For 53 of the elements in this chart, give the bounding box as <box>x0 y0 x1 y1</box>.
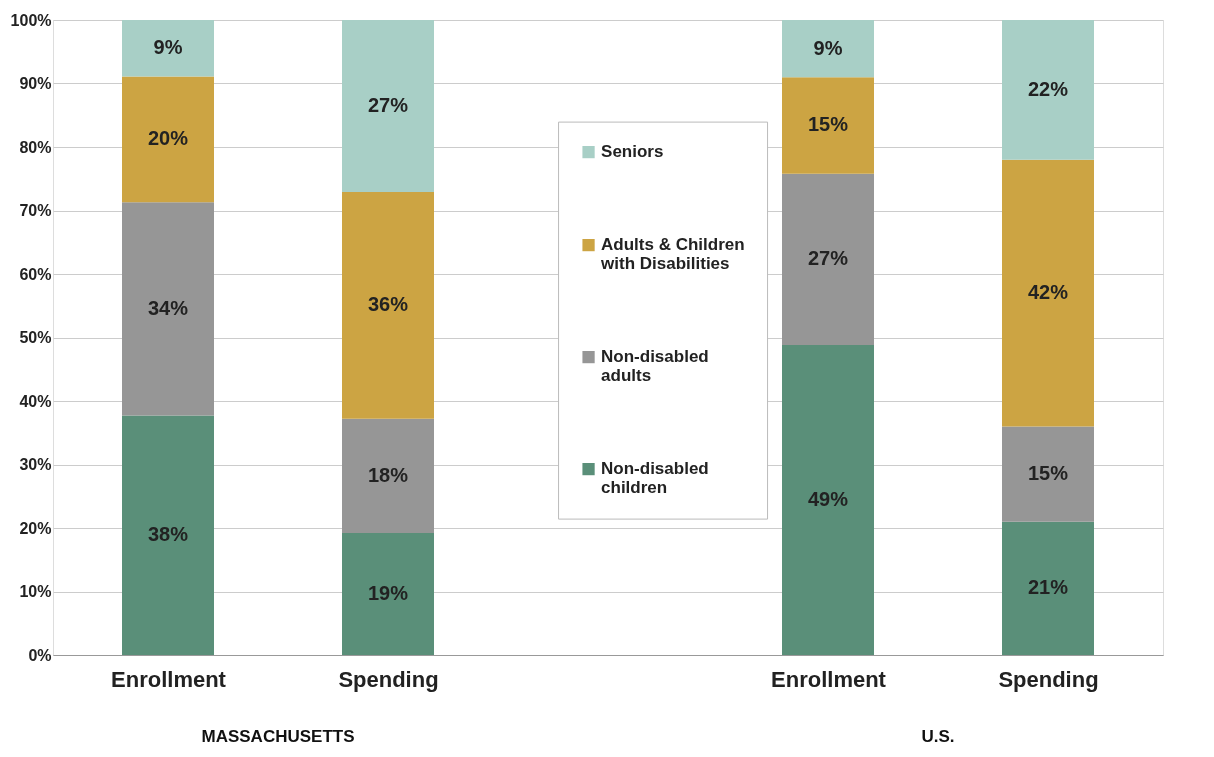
legend-label: Adults & Children with Disabilities <box>600 235 745 274</box>
bar <box>1002 426 1094 522</box>
y-tick-label: 20% <box>19 519 52 537</box>
y-tick-label: 40% <box>19 392 52 410</box>
data-label: 9% <box>813 36 843 59</box>
data-label: 38% <box>147 523 189 546</box>
x-tick-label: Spending <box>338 666 439 692</box>
x-tick-label: Enrollment <box>771 666 887 692</box>
bar <box>1002 159 1094 427</box>
bar <box>782 173 874 346</box>
data-label: 42% <box>1027 281 1069 304</box>
data-label: 15% <box>1027 462 1069 485</box>
data-label: 22% <box>1027 77 1069 100</box>
y-tick-label: 100% <box>10 11 52 29</box>
bar <box>782 345 874 655</box>
legend-label: Seniors <box>601 142 664 162</box>
bar <box>342 20 434 193</box>
bar <box>782 20 874 78</box>
data-label: 27% <box>807 247 849 270</box>
data-label: 49% <box>807 488 849 511</box>
x-tick-label: Spending <box>998 666 1099 692</box>
bar <box>122 76 214 203</box>
x-tick-label: Enrollment <box>111 666 227 692</box>
data-label: 15% <box>807 113 849 136</box>
y-tick-label: 10% <box>19 583 52 600</box>
data-label: 27% <box>367 94 409 117</box>
data-label: 9% <box>153 36 183 59</box>
y-tick-label: 80% <box>19 138 52 156</box>
data-label: 21% <box>1027 576 1069 599</box>
legend-label: Non-disabled children <box>601 459 709 498</box>
bar <box>342 533 434 655</box>
bar <box>122 202 214 416</box>
bar <box>122 20 214 77</box>
data-label: 19% <box>367 582 409 605</box>
bar <box>342 192 434 419</box>
bar <box>342 418 434 534</box>
bar <box>1002 521 1094 655</box>
y-tick-label: 90% <box>19 75 52 92</box>
bar <box>1002 20 1094 160</box>
text: U.S. <box>921 727 955 746</box>
y-tick-label: 60% <box>19 265 52 283</box>
y-tick-label: 50% <box>19 329 52 346</box>
text: MASSACHUSETTS <box>201 727 355 746</box>
data-label: 36% <box>367 293 409 316</box>
legend-label: Non-disabled adults <box>601 347 709 386</box>
y-tick-label: 70% <box>19 202 52 219</box>
bar <box>122 415 214 655</box>
data-label: 20% <box>147 127 189 150</box>
y-tick-label: 0% <box>28 646 52 664</box>
y-tick-label: 30% <box>19 456 52 473</box>
bar <box>782 77 874 174</box>
data-label: 34% <box>147 296 189 319</box>
data-label: 18% <box>367 463 409 486</box>
